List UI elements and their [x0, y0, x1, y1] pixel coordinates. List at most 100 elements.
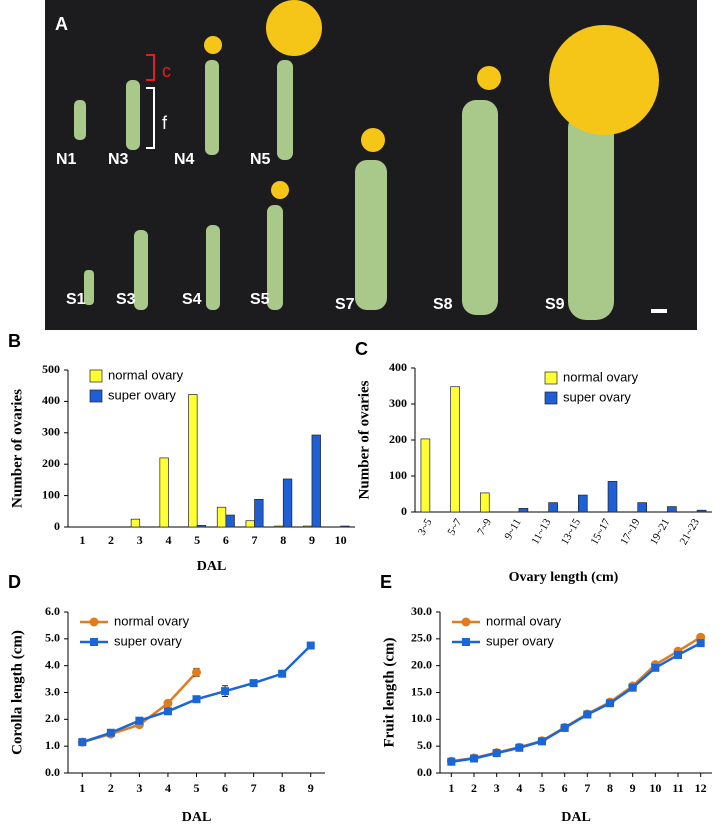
bar	[245, 520, 255, 528]
x-tick-label: 9~11	[502, 517, 523, 542]
bar	[607, 481, 618, 513]
bar	[196, 525, 207, 528]
y-tick-label: 300	[42, 425, 60, 439]
y-tick-label: 30.0	[411, 604, 432, 618]
legend-label: super ovary	[108, 387, 176, 402]
photo-label: S1	[66, 291, 86, 308]
x-tick-label: 5	[539, 781, 545, 795]
y-tick-label: 300	[389, 396, 407, 410]
marker	[306, 641, 315, 650]
marker	[221, 687, 230, 696]
marker	[674, 650, 682, 659]
marker	[606, 699, 614, 708]
y-tick-label: 0	[54, 519, 60, 533]
scale-bar	[651, 309, 667, 313]
marker	[492, 749, 501, 758]
y-axis-label: Number of ovaries	[356, 380, 372, 499]
x-tick-label: 6	[222, 781, 228, 795]
panel-label: A	[55, 14, 68, 34]
legend-swatch	[544, 391, 558, 405]
x-tick-label: 17~19	[618, 516, 643, 547]
marker	[192, 667, 201, 677]
y-tick-label: 25.0	[411, 631, 432, 645]
marker	[135, 716, 144, 725]
y-tick-label: 200	[42, 456, 60, 470]
legend-swatch	[89, 389, 103, 403]
bracket	[146, 54, 155, 81]
x-tick-label: 10	[649, 781, 661, 795]
marker	[447, 757, 456, 766]
y-tick-label: 0.0	[417, 765, 432, 779]
bar	[188, 394, 198, 528]
bar	[159, 457, 169, 528]
bar	[479, 492, 490, 513]
y-tick-label: 100	[42, 487, 60, 501]
legend-label: super ovary	[563, 389, 631, 404]
x-tick-label: 2	[471, 781, 477, 795]
line	[451, 636, 702, 763]
line	[81, 644, 312, 744]
x-tick-label: 1	[448, 781, 454, 795]
x-tick-label: 2	[108, 781, 114, 795]
marker	[651, 663, 660, 672]
legend-marker	[89, 617, 99, 627]
y-tick-label: 1.0	[45, 738, 60, 752]
legend-label: normal ovary	[563, 369, 639, 384]
x-tick-label: 11	[672, 781, 683, 795]
x-tick-label: 9	[308, 781, 314, 795]
y-tick-label: 2.0	[45, 711, 60, 725]
photo-label: S4	[182, 291, 202, 308]
flowers	[204, 0, 659, 199]
x-tick-label: 4	[516, 781, 522, 795]
x-tick-label: 21~23	[678, 516, 703, 547]
bar	[282, 478, 293, 528]
y-axis-label: Corolla length (cm)	[9, 630, 25, 755]
bracket-label: f	[162, 113, 168, 133]
x-tick-label: 1	[79, 781, 85, 795]
bar	[302, 525, 313, 528]
x-tick-label: 3	[494, 781, 500, 795]
x-tick-label: 15~17	[588, 516, 613, 547]
x-tick-label: 7	[251, 781, 257, 795]
y-tick-label: 20.0	[411, 657, 432, 671]
x-tick-label: 11~13	[529, 516, 553, 546]
x-tick-label: 3	[136, 781, 142, 795]
legend-label: normal ovary	[486, 613, 562, 628]
y-tick-label: 0.0	[45, 765, 60, 779]
legend-label: normal ovary	[114, 613, 190, 628]
bracket-label: c	[162, 61, 171, 81]
bar	[577, 494, 588, 513]
y-tick-label: 3.0	[45, 684, 60, 698]
x-tick-label: 7	[252, 533, 258, 547]
legend-label: super ovary	[114, 633, 182, 648]
x-tick-label: 10	[335, 533, 347, 547]
marker	[192, 695, 201, 704]
x-tick-label: 7~9	[475, 516, 494, 537]
marker	[696, 639, 705, 648]
x-tick-label: 9	[630, 781, 636, 795]
x-tick-label: 3	[137, 533, 143, 547]
x-tick-label: 6	[223, 533, 229, 547]
photo-label: S7	[335, 296, 355, 313]
marker	[163, 707, 172, 716]
x-tick-label: 5	[194, 781, 200, 795]
panel-label: D	[8, 572, 21, 592]
marker	[515, 743, 524, 752]
bar	[311, 434, 321, 528]
y-tick-label: 4.0	[45, 657, 60, 671]
panel-label: B	[8, 331, 21, 351]
bar	[340, 525, 350, 528]
panel-label: C	[355, 339, 368, 359]
x-tick-label: 6	[562, 781, 568, 795]
legend-label: normal ovary	[108, 367, 184, 382]
x-tick-label: 8	[607, 781, 613, 795]
photo-label: N4	[174, 151, 195, 168]
x-tick-label: 19~21	[648, 517, 672, 547]
legend-swatch	[89, 369, 103, 383]
x-tick-label: 2	[108, 533, 114, 547]
y-tick-label: 10.0	[411, 711, 432, 725]
panel-label: E	[380, 572, 392, 592]
x-tick-label: 8	[280, 533, 286, 547]
marker	[249, 679, 258, 688]
